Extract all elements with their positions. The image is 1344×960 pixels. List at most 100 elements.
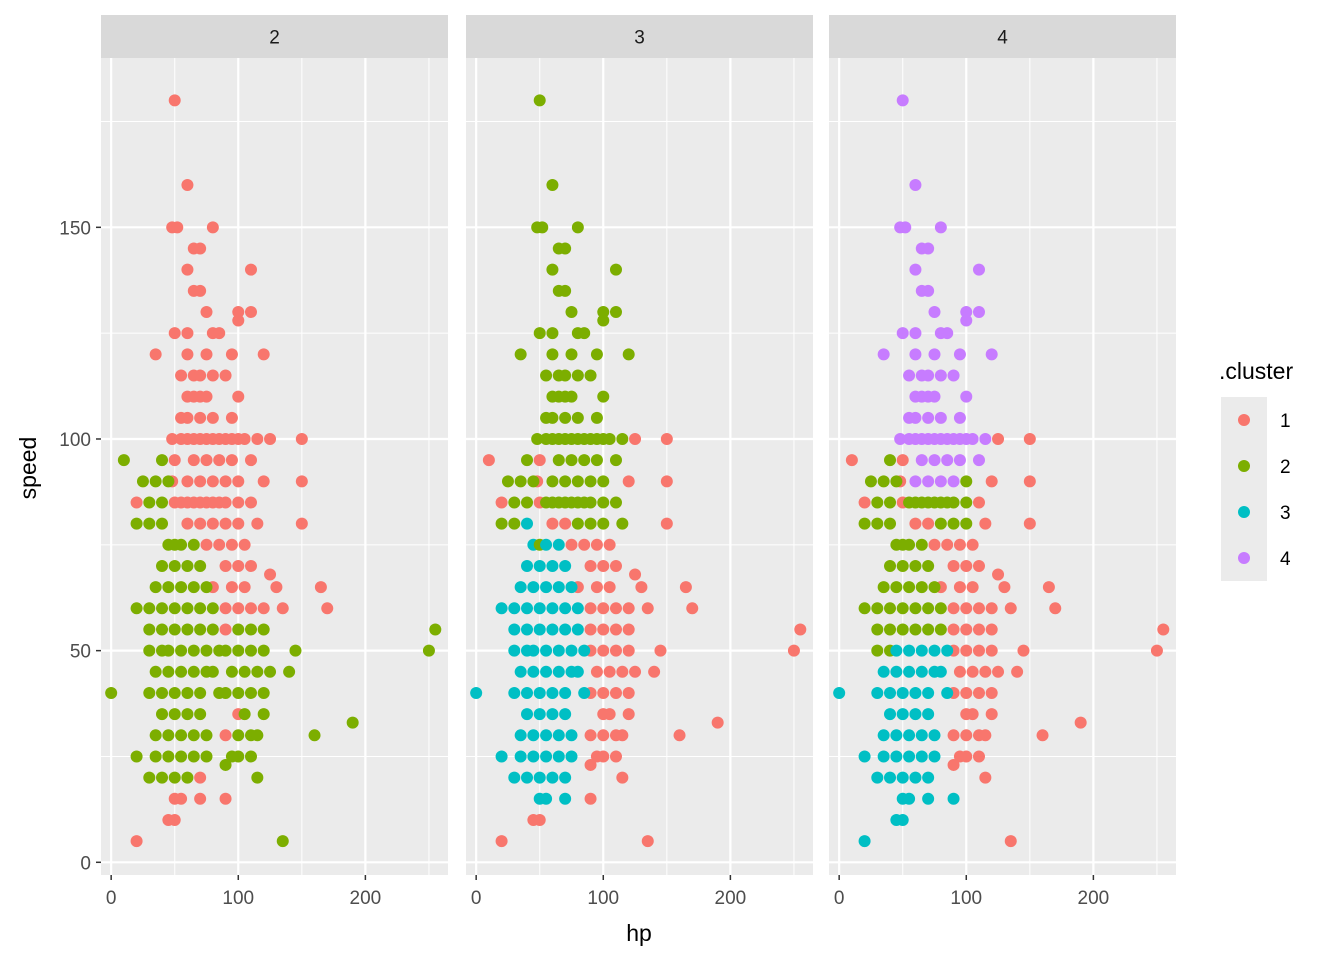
data-point [219, 602, 232, 615]
data-point [578, 454, 591, 467]
y-tick-label: 50 [70, 642, 91, 663]
data-point [928, 305, 941, 318]
data-point [225, 411, 238, 424]
data-point [584, 517, 597, 530]
data-point [922, 686, 935, 699]
legend-entry-2: 2 [1221, 443, 1291, 489]
data-point [597, 644, 610, 657]
data-point [521, 708, 534, 721]
data-point [552, 538, 565, 551]
data-point [552, 665, 565, 678]
data-point [928, 390, 941, 403]
data-point [156, 454, 169, 467]
data-point [175, 581, 188, 594]
data-point [200, 644, 213, 657]
data-point [972, 686, 985, 699]
data-point [244, 750, 257, 763]
data-point [149, 729, 162, 742]
x-tick-label: 0 [106, 888, 117, 909]
data-point [200, 305, 213, 318]
data-point [578, 644, 591, 657]
data-point [232, 644, 245, 657]
data-point [985, 686, 998, 699]
legend-entry-1: 1 [1221, 397, 1291, 443]
data-point [597, 475, 610, 488]
data-point [175, 665, 188, 678]
data-point [232, 314, 245, 327]
data-point [521, 517, 534, 530]
data-point [257, 602, 270, 615]
data-point [546, 263, 559, 276]
y-tick-label: 150 [59, 218, 91, 239]
data-point [641, 602, 654, 615]
data-point [960, 686, 973, 699]
data-point [609, 602, 622, 615]
data-point [552, 750, 565, 763]
data-point [168, 94, 181, 107]
data-point [571, 602, 584, 615]
data-point [308, 729, 321, 742]
data-point [117, 454, 130, 467]
data-point [941, 454, 954, 467]
data-point [219, 729, 232, 742]
data-point [609, 263, 622, 276]
data-point [896, 94, 909, 107]
data-point [527, 729, 540, 742]
data-point [244, 454, 257, 467]
data-point [175, 644, 188, 657]
data-point [972, 454, 985, 467]
data-point [922, 602, 935, 615]
data-point [143, 623, 156, 636]
data-point [219, 475, 232, 488]
data-point [871, 496, 884, 509]
data-point [194, 708, 207, 721]
data-point [896, 623, 909, 636]
data-point [909, 348, 922, 361]
data-point [149, 348, 162, 361]
data-point [194, 686, 207, 699]
data-point [896, 454, 909, 467]
data-point [660, 517, 673, 530]
data-point [533, 686, 546, 699]
data-point [194, 623, 207, 636]
legend-label: 2 [1280, 457, 1291, 478]
data-point [206, 517, 219, 530]
data-point [232, 390, 245, 403]
data-point [941, 686, 954, 699]
data-point [571, 475, 584, 488]
data-point [616, 771, 629, 784]
facet-strip [101, 15, 448, 58]
data-point [903, 750, 916, 763]
data-point [597, 496, 610, 509]
data-point [162, 475, 175, 488]
data-point [168, 623, 181, 636]
data-point [156, 602, 169, 615]
facet-strip-label: 4 [997, 28, 1008, 49]
data-point [960, 314, 973, 327]
data-point [858, 602, 871, 615]
data-point [1023, 432, 1036, 445]
data-point [1074, 716, 1087, 729]
data-point [546, 708, 559, 721]
data-point [571, 517, 584, 530]
data-point [206, 623, 219, 636]
data-point [559, 369, 572, 382]
data-point [565, 305, 578, 318]
data-point [922, 411, 935, 424]
data-point [877, 475, 890, 488]
data-point [206, 369, 219, 382]
data-point [711, 716, 724, 729]
data-point [960, 623, 973, 636]
data-point [565, 390, 578, 403]
data-point [508, 771, 521, 784]
data-point [833, 686, 846, 699]
data-point [244, 686, 257, 699]
data-point [972, 305, 985, 318]
data-point [947, 559, 960, 572]
data-point [972, 559, 985, 572]
data-point [536, 221, 549, 234]
data-point [559, 559, 572, 572]
data-point [1150, 644, 1163, 657]
data-point [264, 432, 277, 445]
